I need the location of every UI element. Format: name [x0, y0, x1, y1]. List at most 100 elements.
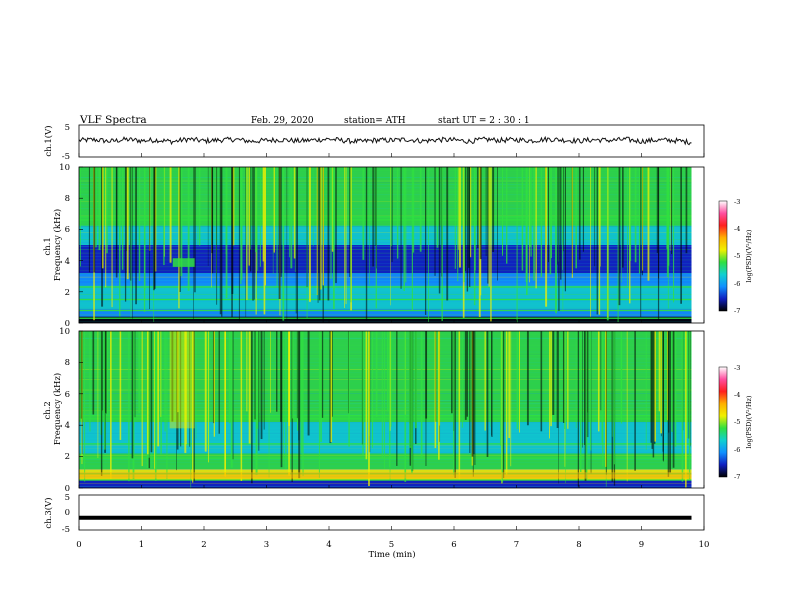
spectrogram-sferic [153, 331, 155, 469]
spectrogram-sferic [132, 167, 133, 319]
spectrogram-band [79, 298, 692, 309]
spectrogram-speckle [79, 348, 692, 349]
spectrogram-sferic [410, 331, 413, 474]
ch1-freq-tick-4: 4 [65, 257, 70, 267]
spectrogram-sferic [560, 167, 562, 280]
spectrogram-speckle [79, 337, 692, 339]
spectrogram-sferic [372, 167, 374, 267]
spectrogram-sferic [567, 331, 569, 429]
spectrogram-sferic [149, 167, 150, 310]
spectrogram-line [79, 216, 692, 218]
ch1-spectrogram-ylabel: ch.1 Frequency (kHz) [43, 209, 63, 281]
spectrogram-sferic [296, 167, 299, 321]
time-tick-label-3: 3 [264, 540, 269, 550]
ch2-colorbar-label: log(PSD)(V²/Hz) [745, 395, 753, 448]
spectrogram-sferic [219, 167, 222, 315]
spectrogram-sferic [245, 167, 247, 276]
spectrogram-sferic [389, 331, 391, 468]
spectrogram-sferic [545, 167, 548, 307]
spectrogram-sferic [565, 331, 567, 484]
spectrogram-line [79, 443, 692, 445]
spectrogram-sferic [189, 331, 191, 447]
ch1-trace-line [78, 135, 692, 146]
spectrogram-sferic [282, 167, 285, 321]
spectrogram-sferic [651, 331, 653, 449]
spectrogram-sferic [557, 167, 558, 265]
spectrogram-sferic [662, 331, 664, 452]
spectrogram-sferic [119, 331, 122, 440]
spectrogram-sferic [582, 331, 583, 448]
spectrogram-sferic [575, 331, 577, 428]
spectrogram-sferic [458, 331, 461, 480]
spectrogram-sferic [321, 331, 324, 418]
spectrogram-sferic [147, 331, 149, 455]
ch2-spectrogram-ylabel-freq: Frequency (kHz) [52, 373, 63, 445]
spectrogram-sferic [105, 331, 107, 414]
spectrogram-speckle [79, 259, 692, 261]
spectrogram-speckle [79, 372, 692, 374]
spectrogram-sferic [81, 331, 83, 464]
spectrogram-sferic [280, 331, 283, 468]
spectrogram-sferic [176, 331, 177, 471]
spectrogram-speckle [79, 218, 692, 220]
spectrogram-sferic [479, 167, 482, 260]
spectrogram-band [79, 245, 692, 256]
spectrogram-speckle [79, 215, 692, 216]
spectrogram-sferic [187, 167, 190, 291]
spectrogram-sferic [505, 331, 508, 475]
spectrogram-sferic [466, 331, 469, 417]
spectrogram-sferic [396, 331, 398, 466]
spectrogram-sferic [519, 331, 520, 433]
spectrogram-sferic [578, 167, 581, 260]
ch1-spectrogram-panel: 0 2 4 6 8 10 ch.1 Frequency (kHz) [43, 163, 705, 329]
spectrogram-sferic [390, 167, 391, 306]
spectrogram-sferic [130, 167, 132, 292]
spectrogram-line [79, 317, 692, 319]
spectrogram-sferic [157, 331, 160, 447]
spectrogram-sferic [439, 331, 441, 426]
spectrogram-speckle [79, 368, 692, 370]
time-tick-label-4: 4 [326, 540, 331, 550]
spectrogram-sferic [272, 167, 274, 274]
spectrogram-speckle [79, 239, 692, 240]
spectrogram-sferic [199, 167, 201, 246]
spectrogram-sferic [584, 331, 587, 481]
spectrogram-speckle [79, 393, 692, 394]
ch1-ytick-bottom: -5 [62, 152, 70, 162]
ch2-spectrogram-image [79, 331, 704, 488]
spectrogram-sferic [535, 167, 537, 289]
spectrogram-sferic [178, 167, 180, 309]
spectrogram-sferic [296, 331, 298, 419]
spectrogram-sferic [638, 167, 641, 274]
time-tick-label-0: 0 [76, 540, 81, 550]
ch2-spectrogram-ylabel-channel: ch.2 [43, 401, 53, 419]
spectrogram-sferic [621, 167, 622, 283]
spectrogram-speckle [79, 266, 692, 268]
time-tick-label-8: 8 [576, 540, 581, 550]
spectrogram-sferic [193, 167, 194, 320]
spectrogram-sferic [419, 167, 422, 252]
ch1-freq-tick-8: 8 [65, 194, 70, 204]
spectrogram-speckle [79, 311, 692, 312]
spectrogram-sferic [564, 331, 566, 429]
spectrogram-speckle [79, 344, 692, 346]
time-tick-label-2: 2 [201, 540, 206, 550]
spectrogram-sferic [484, 331, 486, 431]
spectrogram-sferic [400, 167, 402, 289]
spectrogram-sferic [386, 331, 389, 412]
spectrogram-speckle [79, 263, 692, 264]
spectrogram-speckle [79, 417, 692, 418]
spectrogram-speckle [79, 365, 692, 367]
spectrogram-sferic [169, 167, 172, 263]
spectrogram-sferic [327, 167, 330, 301]
spectrogram-sferic [611, 331, 613, 437]
ch1-spectrogram-image [79, 167, 704, 323]
spectrogram-sferic [254, 331, 256, 420]
spectrogram-sferic [526, 331, 529, 426]
spectrogram-sferic [190, 331, 192, 488]
spectrogram-sferic [526, 167, 528, 296]
spectrogram-speckle [79, 406, 692, 408]
spectrogram-sferic [667, 167, 669, 309]
spectrogram-sferic [425, 331, 427, 466]
spectrogram-sferic [454, 331, 456, 478]
